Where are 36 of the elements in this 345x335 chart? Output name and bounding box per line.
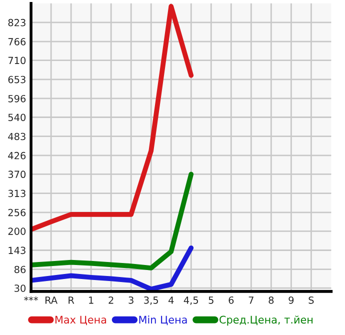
y-tick-label: 540 [8, 114, 26, 122]
x-tick-label: 9 [288, 296, 294, 304]
y-tick-label: 710 [8, 56, 26, 64]
x-tick-label: 3 [128, 296, 134, 304]
x-tick-label: 5 [208, 296, 214, 304]
y-tick-label: 30 [14, 284, 26, 292]
y-tick-label: 823 [8, 18, 26, 26]
line-series [31, 172, 194, 270]
y-tick-label: 483 [8, 132, 26, 140]
x-tick-label: 4 [168, 296, 174, 304]
line-series [31, 4, 194, 232]
x-tick-label: S [308, 296, 314, 304]
y-tick-label: 653 [8, 76, 26, 84]
y-tick-label: 86 [14, 266, 26, 274]
y-tick-label: 200 [8, 228, 26, 235]
legend-label: Сред.Цена, т.йен [220, 316, 313, 326]
y-tick-label: 313 [8, 190, 26, 198]
y-tick-label: 370 [8, 170, 26, 178]
y-tick-label: 426 [8, 152, 26, 160]
line-series [31, 245, 194, 292]
x-tick-label: 4,5 [184, 296, 198, 305]
x-tick-label: RA [46, 296, 58, 304]
y-tick-label: 256 [8, 208, 26, 216]
x-tick-label: 1 [89, 296, 94, 304]
y-tick-label: 596 [8, 94, 26, 102]
x-tick-label: 8 [268, 296, 274, 304]
x-tick-label: 6 [228, 296, 234, 304]
y-tick-label: 143 [8, 246, 26, 254]
x-tick-label: 3,5 [144, 296, 158, 305]
x-tick-label: R [68, 296, 74, 304]
legend-label: Min Цена [139, 316, 187, 326]
x-tick-label: *** [24, 296, 38, 301]
y-tick-label: 766 [8, 38, 26, 46]
x-tick-label: 2 [108, 296, 114, 304]
legend-label: Max Цена [55, 316, 106, 326]
x-tick-label: 7 [248, 296, 254, 304]
